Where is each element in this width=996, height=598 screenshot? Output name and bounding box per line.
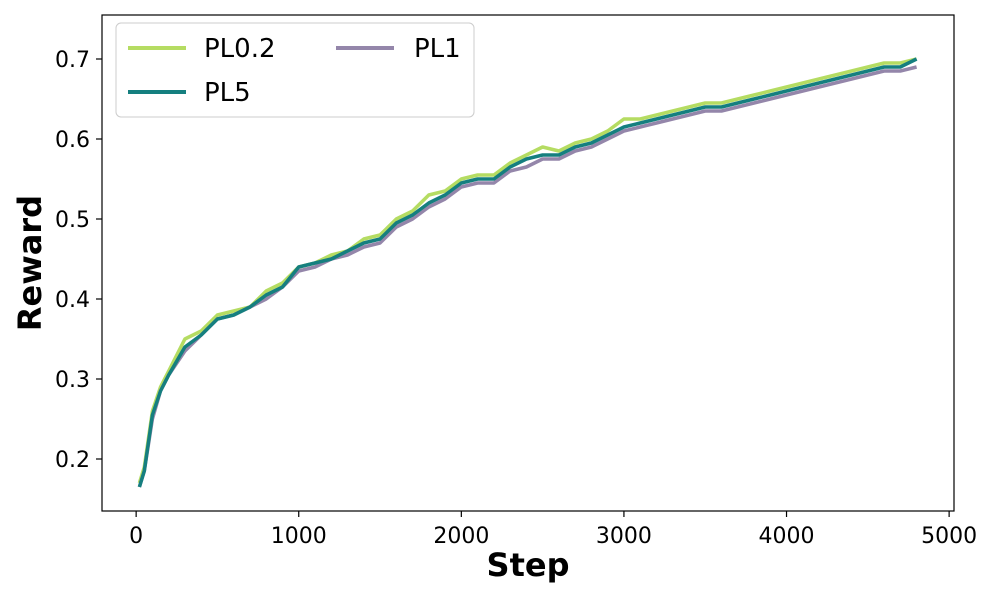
series-layer: [137, 57, 918, 488]
x-tick-label: 0: [129, 524, 143, 549]
x-axis-title: Step: [487, 546, 570, 584]
legend: PL0.2 PL5 PL1: [115, 22, 475, 118]
series-line-pl0-2: [137, 57, 918, 484]
y-tick-label: 0.6: [55, 128, 90, 153]
y-tick-label: 0.5: [55, 208, 90, 233]
x-tick-label: 5000: [921, 524, 977, 549]
legend-label-pl0-2: PL0.2: [204, 34, 276, 64]
legend-label-pl5: PL5: [204, 78, 251, 108]
x-axis-ticks: 0 1000 2000 3000 4000 5000: [129, 511, 977, 549]
x-tick-label: 3000: [596, 524, 652, 549]
y-tick-label: 0.4: [55, 288, 90, 313]
plot-frame: [101, 14, 955, 512]
y-tick-label: 0.3: [55, 368, 90, 393]
legend-label-pl1: PL1: [414, 34, 461, 64]
y-axis-title: Reward: [11, 195, 49, 331]
y-tick-label: 0.7: [55, 48, 90, 73]
series-line-pl5: [137, 57, 918, 488]
series-line-pl1: [137, 65, 918, 488]
y-axis-ticks: 0.2 0.3 0.4 0.5 0.6 0.7: [55, 48, 102, 473]
x-tick-label: 4000: [759, 524, 815, 549]
y-tick-label: 0.2: [55, 448, 90, 473]
x-tick-label: 2000: [433, 524, 489, 549]
x-tick-label: 1000: [271, 524, 327, 549]
